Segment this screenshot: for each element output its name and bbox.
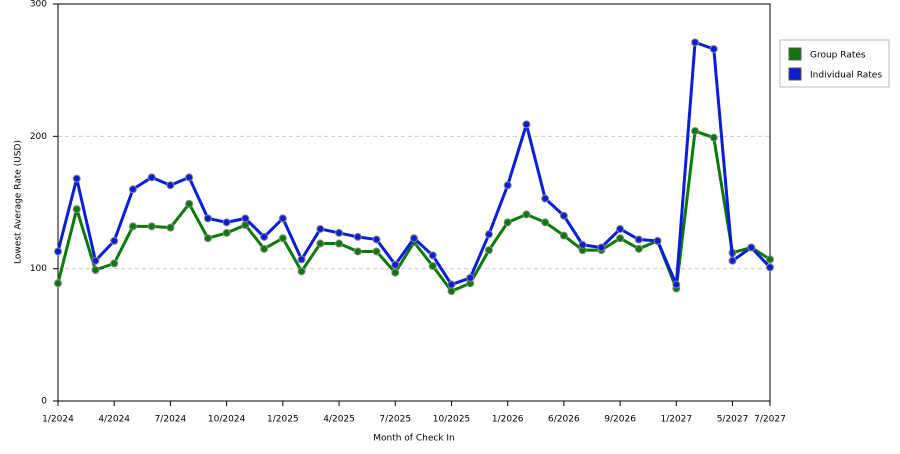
data-point — [147, 222, 156, 231]
x-tick-label: 4/2025 — [323, 415, 355, 425]
y-tick-label: 200 — [30, 132, 47, 142]
data-point — [166, 223, 175, 232]
data-point — [222, 218, 231, 227]
x-tick-label: 1/2024 — [42, 415, 74, 425]
legend-label: Group Rates — [810, 51, 866, 61]
data-point — [54, 247, 62, 256]
data-point — [691, 38, 700, 47]
data-point — [597, 243, 606, 252]
data-point — [672, 280, 681, 289]
x-tick-label: 9/2026 — [604, 415, 636, 425]
x-tick-label: 6/2026 — [548, 415, 580, 425]
data-point — [91, 256, 100, 265]
data-point — [709, 44, 718, 53]
data-point — [297, 267, 306, 276]
data-point — [391, 260, 400, 269]
data-point — [241, 214, 250, 223]
data-point — [166, 181, 175, 190]
data-point — [484, 230, 493, 239]
data-point — [747, 243, 756, 252]
data-point — [578, 240, 587, 249]
data-point — [410, 234, 418, 243]
y-axis-label: Lowest Average Rate (USD) — [14, 140, 24, 264]
data-point — [185, 173, 194, 182]
data-point — [428, 251, 437, 260]
data-point — [260, 232, 269, 241]
data-point — [447, 280, 456, 289]
data-point — [353, 247, 362, 256]
data-point — [541, 218, 550, 227]
data-point — [128, 222, 137, 231]
data-point — [91, 265, 100, 274]
data-point — [484, 246, 493, 255]
x-tick-label: 4/2024 — [98, 415, 130, 425]
data-point — [503, 181, 512, 190]
data-point — [297, 255, 306, 264]
data-point — [559, 231, 568, 240]
data-point — [559, 211, 568, 220]
data-point — [653, 236, 662, 245]
data-point — [278, 234, 287, 243]
data-point — [616, 234, 625, 243]
plot-border — [57, 3, 771, 402]
x-tick-label: 10/2024 — [208, 415, 246, 425]
legend-label: Individual Rates — [810, 71, 882, 81]
data-point — [353, 232, 362, 241]
data-point — [616, 224, 625, 233]
x-tick-label: 1/2026 — [492, 415, 524, 425]
data-point — [222, 228, 231, 237]
legend-swatch — [788, 67, 802, 81]
data-point — [335, 239, 344, 248]
x-tick-label: 5/2027 — [717, 415, 749, 425]
x-tick-label: 7/2024 — [155, 415, 187, 425]
data-point — [766, 255, 774, 264]
data-point — [203, 214, 212, 223]
data-point — [691, 127, 700, 136]
x-tick-label: 7/2027 — [754, 415, 786, 425]
data-point — [110, 236, 119, 245]
data-point — [128, 185, 137, 194]
legend-swatch — [788, 47, 802, 61]
data-point — [522, 210, 531, 219]
data-point — [503, 218, 512, 227]
data-point — [316, 239, 325, 248]
data-point — [54, 279, 62, 288]
data-point — [316, 224, 325, 233]
x-tick-label: 1/2027 — [660, 415, 692, 425]
data-point — [335, 228, 344, 237]
data-point — [372, 247, 381, 256]
data-point — [72, 174, 81, 183]
data-point — [709, 133, 718, 142]
data-point — [728, 256, 737, 265]
data-point — [466, 273, 475, 282]
x-tick-label: 1/2025 — [267, 415, 299, 425]
data-point — [278, 214, 287, 223]
data-point — [185, 199, 194, 208]
data-point — [372, 235, 381, 244]
data-point — [447, 287, 456, 296]
data-point — [203, 234, 212, 243]
data-point — [541, 194, 550, 203]
y-tick-label: 300 — [30, 0, 47, 10]
data-point — [110, 259, 119, 268]
x-tick-label: 10/2025 — [433, 415, 470, 425]
data-point — [147, 173, 156, 182]
data-point — [428, 262, 437, 271]
data-point — [634, 235, 643, 244]
data-point — [522, 120, 531, 129]
data-point — [634, 244, 643, 253]
x-axis-label: Month of Check In — [373, 434, 455, 444]
y-tick-label: 0 — [41, 397, 47, 407]
data-point — [766, 263, 774, 272]
data-point — [391, 268, 400, 277]
data-point — [72, 205, 81, 214]
data-point — [260, 244, 269, 253]
x-tick-label: 7/2025 — [379, 415, 411, 425]
y-tick-label: 100 — [30, 264, 47, 274]
